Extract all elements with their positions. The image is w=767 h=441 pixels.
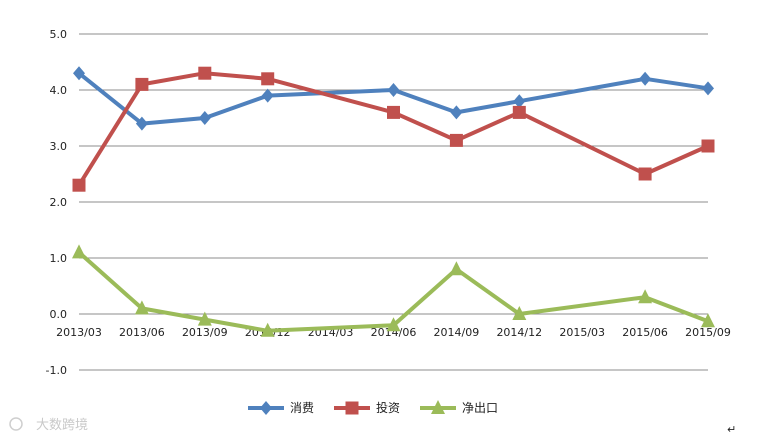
series-layer [72,66,715,337]
x-tick-label: 2014/12 [496,326,542,339]
x-tick-label: 2013/03 [56,326,102,339]
data-point [449,261,464,276]
data-point [261,72,275,86]
watermark-text: 大数跨境 [36,418,88,433]
legend-marker [431,400,445,414]
data-point [387,105,400,119]
x-tick-label: 2014/06 [371,326,417,339]
x-tick-label: 2013/06 [119,326,165,339]
y-tick-label: 0.0 [50,308,68,321]
data-point [512,306,527,320]
data-point [450,105,463,120]
data-point [449,133,463,147]
legend-label: 净出口 [462,401,498,415]
data-point [260,322,275,337]
data-point [638,289,653,304]
legend-item: 净出口 [420,400,498,415]
legend-marker [260,401,272,415]
y-tick-label: 4.0 [50,84,68,97]
series-2 [72,244,715,337]
data-point [513,94,526,109]
y-axis-ticks: 5.0 4.0 3.0 2.0 1.0 0.0 -1.0 [46,28,67,377]
data-point [73,66,85,81]
data-point [135,77,149,91]
x-tick-label: 2013/09 [182,326,228,339]
data-point [134,300,149,315]
y-tick-label: 3.0 [50,140,68,153]
x-tick-label: 2014/09 [434,326,480,339]
data-point [72,178,86,192]
data-point [261,88,274,103]
data-point [135,116,148,131]
watermark-logo-icon [9,417,23,431]
data-point [72,244,86,259]
data-point [638,167,652,181]
x-tick-label: 2015/03 [559,326,605,339]
legend-label: 投资 [376,400,400,415]
legend: 消费 投资 净出口 [248,400,498,415]
series-1 [72,66,715,192]
data-point [386,317,401,332]
legend-item: 消费 [248,401,314,415]
y-tick-label: -1.0 [46,364,67,377]
corner-mark: ↵ [727,423,736,436]
data-point [702,81,714,96]
data-point [387,83,400,97]
watermark: 大数跨境 [9,417,88,433]
x-tick-label: 2015/09 [685,326,731,339]
data-point [701,139,715,153]
y-tick-label: 2.0 [50,196,68,209]
data-point [197,311,212,326]
x-tick-label: 2015/06 [622,326,668,339]
data-point [701,313,715,328]
series-0 [73,66,714,131]
y-tick-label: 1.0 [50,252,68,265]
data-point [512,105,526,119]
legend-marker [345,401,359,415]
data-point [198,66,212,80]
legend-label: 消费 [290,401,314,415]
data-point [639,71,652,86]
data-point [198,111,211,125]
legend-item: 投资 [334,400,400,415]
y-tick-label: 5.0 [50,28,68,41]
